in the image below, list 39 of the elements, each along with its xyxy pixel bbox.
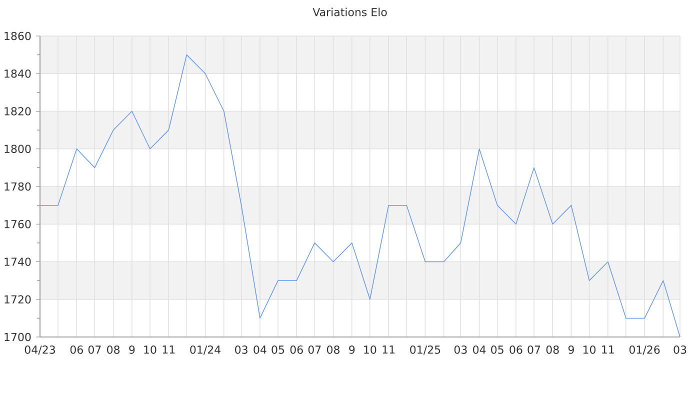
y-tick-label: 1840 bbox=[4, 69, 31, 78]
x-tick-label: 06 bbox=[70, 346, 83, 354]
x-tick-label: 07 bbox=[308, 346, 321, 354]
y-tick-label: 1740 bbox=[4, 258, 31, 266]
x-tick-label: 9 bbox=[129, 346, 135, 354]
x-tick-label: 03 bbox=[235, 346, 248, 354]
chart-title: Variations Elo bbox=[312, 8, 387, 16]
x-tick-label: 05 bbox=[491, 346, 504, 354]
y-tick-label: 1720 bbox=[4, 295, 31, 304]
x-tick-label: 9 bbox=[349, 346, 355, 354]
x-tick-label: 10 bbox=[364, 346, 376, 354]
y-tick-label: 1800 bbox=[4, 144, 31, 154]
y-tick-label: 1860 bbox=[4, 32, 31, 40]
x-tick-label: 10 bbox=[144, 346, 156, 354]
x-tick-label: 06 bbox=[290, 346, 303, 354]
x-tick-label: 03 bbox=[674, 346, 686, 354]
x-tick-label: 06 bbox=[510, 346, 522, 354]
x-tick-label: 04/23 bbox=[24, 346, 55, 355]
x-tick-label: 01/24 bbox=[190, 346, 220, 355]
x-tick-label: 04 bbox=[254, 346, 266, 354]
x-tick-label: 01/26 bbox=[629, 346, 660, 355]
y-tick-label: 1780 bbox=[4, 182, 31, 191]
y-tick-label: 1820 bbox=[4, 107, 31, 116]
x-tick-label: 11 bbox=[602, 346, 614, 354]
x-tick-label: 08 bbox=[107, 346, 120, 354]
x-tick-label: 08 bbox=[326, 346, 340, 354]
x-tick-label: 04 bbox=[473, 346, 486, 354]
x-tick-label: 07 bbox=[528, 346, 540, 354]
y-tick-label: 1700 bbox=[4, 332, 31, 342]
x-tick-label: 07 bbox=[88, 346, 101, 354]
x-tick-label: 08 bbox=[546, 346, 559, 354]
x-tick-label: 11 bbox=[162, 346, 175, 354]
x-tick-label: 11 bbox=[382, 346, 395, 354]
x-tick-label: 10 bbox=[583, 346, 596, 354]
x-tick-label: 01/25 bbox=[410, 346, 440, 355]
x-tick-label: 05 bbox=[272, 346, 284, 354]
x-tick-label: 03 bbox=[454, 346, 467, 354]
y-tick-label: 1760 bbox=[4, 220, 31, 228]
x-tick-label: 9 bbox=[568, 346, 574, 354]
